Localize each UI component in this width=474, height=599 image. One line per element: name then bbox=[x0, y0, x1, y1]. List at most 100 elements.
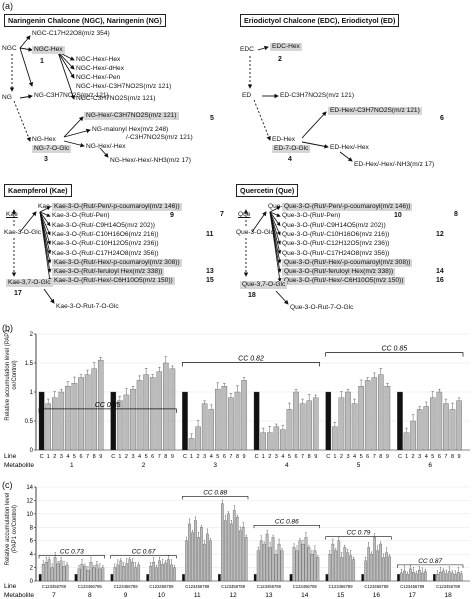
ngc-node-6: NGC-C3H7NO2S(m/z 121) bbox=[76, 95, 156, 102]
line-tick-label: C123456789 bbox=[436, 584, 461, 589]
bar bbox=[271, 537, 275, 582]
edc-node-1: ED-C3H7NO2S(m/z 121) bbox=[280, 92, 355, 99]
bar bbox=[328, 553, 332, 582]
bar bbox=[259, 540, 263, 582]
que-title: Quercetin (Que) bbox=[236, 184, 299, 197]
bar bbox=[218, 574, 221, 582]
bar bbox=[83, 566, 87, 582]
bar bbox=[91, 368, 97, 451]
bar bbox=[385, 552, 388, 582]
que-num-14: 14 bbox=[436, 268, 444, 276]
cc-bracket bbox=[38, 408, 177, 413]
bar bbox=[77, 568, 81, 582]
bar bbox=[149, 377, 156, 451]
bar bbox=[456, 400, 462, 451]
kae-num-7: 7 bbox=[220, 211, 224, 218]
y-tick-label: 4 bbox=[30, 552, 34, 558]
edc-node-3: ED-Hex bbox=[272, 136, 296, 143]
bar bbox=[289, 574, 293, 582]
bar bbox=[388, 556, 391, 582]
line-tick-label: 2 bbox=[197, 454, 200, 460]
metabolite-label: 1 bbox=[70, 462, 74, 469]
line-tick-label: C123456789 bbox=[114, 584, 139, 589]
bar bbox=[241, 380, 247, 451]
bar bbox=[382, 557, 385, 582]
line-tick-label: 4 bbox=[353, 454, 356, 460]
kae-node-6: Kae-3-O-(Rut/-C17H24O8(m/z 356)) bbox=[52, 249, 159, 257]
line-tick-label: C bbox=[183, 454, 187, 460]
cc-bracket bbox=[325, 352, 464, 357]
line-tick-label: 7 bbox=[86, 454, 89, 460]
bar bbox=[436, 391, 443, 451]
ngc-node-3: NGC-Hex/-dHex bbox=[76, 65, 124, 72]
kae-node-5: Kae-3-O-(Rut/-C10H12O5(m/z 236)) bbox=[52, 240, 159, 248]
bar bbox=[438, 572, 442, 582]
metabolite-label: 8 bbox=[88, 592, 92, 599]
line-tick-label: 4 bbox=[281, 454, 284, 460]
line-tick-label: 7 bbox=[301, 454, 304, 460]
bar bbox=[453, 574, 457, 582]
bar bbox=[273, 426, 280, 451]
line-tick-label: 7 bbox=[158, 454, 161, 460]
bar bbox=[182, 391, 188, 451]
line-tick-label: 8 bbox=[308, 454, 311, 460]
line-tick-label: 1 bbox=[262, 454, 265, 460]
kae-fan-arrow-9 bbox=[39, 211, 52, 283]
bar bbox=[274, 553, 278, 582]
kae-title: Kaempferol (Kae) bbox=[4, 184, 72, 197]
que-node-5: Que-3-O-(Rut/-C12H12O5(m/z 236)) bbox=[282, 240, 390, 248]
ngc-node-13: NG-Hex/-Hex bbox=[86, 143, 126, 150]
que-num-16: 16 bbox=[436, 277, 444, 285]
line-tick-label: 2 bbox=[125, 454, 128, 460]
bar bbox=[373, 537, 376, 582]
ngc-num-5: 5 bbox=[210, 115, 214, 122]
line-tick-label: C bbox=[398, 454, 402, 460]
kae-node-1: Kae-3-O-(Rut/-Pen/-p-coumaroyl(m/z 146)) bbox=[52, 203, 182, 211]
line-tick-label: C123456789 bbox=[78, 584, 103, 589]
row-label-line: Line bbox=[4, 453, 17, 460]
panel-label-a: (a) bbox=[2, 1, 13, 11]
bar bbox=[325, 391, 332, 451]
kae-num-11: 11 bbox=[206, 230, 214, 238]
bar bbox=[156, 371, 163, 451]
edc-node-5: ED-Hex/-Hex bbox=[330, 144, 369, 151]
line-tick-label: 3 bbox=[60, 454, 63, 460]
cc-bracket bbox=[181, 362, 321, 367]
line-tick-label: 1 bbox=[190, 454, 193, 460]
bar bbox=[122, 566, 126, 582]
ngc-node-10: /-C3H7NO2S(m/z 121) bbox=[126, 134, 193, 141]
edc-node-0: EDC-Hex bbox=[270, 43, 302, 51]
y-tick-label: 0.5 bbox=[25, 419, 34, 425]
edc-node-6: ED-Hex/-Hex/-NH3(m/z 17) bbox=[354, 161, 435, 168]
bar bbox=[201, 403, 208, 451]
que-node-9: Que-3-O-(Rut/-Hex/-C6H10O5(m/z 150)) bbox=[282, 277, 406, 286]
line-tick-label: 5 bbox=[216, 454, 219, 460]
que-root: Que bbox=[238, 211, 251, 218]
line-tick-label: C123456789 bbox=[364, 584, 389, 589]
y-tick-label: 1 bbox=[30, 390, 34, 396]
bar bbox=[98, 568, 102, 582]
bar bbox=[173, 567, 176, 582]
bar bbox=[47, 559, 51, 582]
line-tick-label: 1 bbox=[405, 454, 408, 460]
bar bbox=[409, 568, 412, 582]
chart-c-ylabel-wrap: Relative accumulation level (PAP1 ox/Con… bbox=[2, 490, 20, 570]
y-tick-label: 1.5 bbox=[25, 361, 34, 367]
bar bbox=[208, 409, 215, 451]
bar bbox=[334, 550, 338, 582]
line-tick-label: C123456789 bbox=[185, 584, 210, 589]
que-node-11: Que-3,7-O-Glc bbox=[240, 281, 288, 289]
bar bbox=[97, 359, 104, 451]
bar bbox=[228, 397, 234, 451]
bar bbox=[325, 574, 329, 582]
bar bbox=[337, 540, 341, 582]
bar bbox=[188, 523, 191, 582]
que-node-1: Que-3-O-(Rut/-Pen/-p-coumaroyl(m/z 146)) bbox=[282, 203, 413, 211]
bar bbox=[253, 391, 260, 451]
que-node-12: Que-3-O-Rut-7-O-Glc bbox=[290, 304, 354, 311]
chart-b-ylabel-wrap: Relative accumulation level (PAP1 ox/Con… bbox=[2, 329, 20, 420]
bar bbox=[313, 550, 317, 582]
kae-fan-arrow-1 bbox=[39, 206, 51, 213]
que-node-6: Que-3-O-(Rut/-C17H24O8(m/z 356)) bbox=[282, 249, 390, 257]
cc-annotation: CC 0.67 bbox=[132, 548, 156, 555]
